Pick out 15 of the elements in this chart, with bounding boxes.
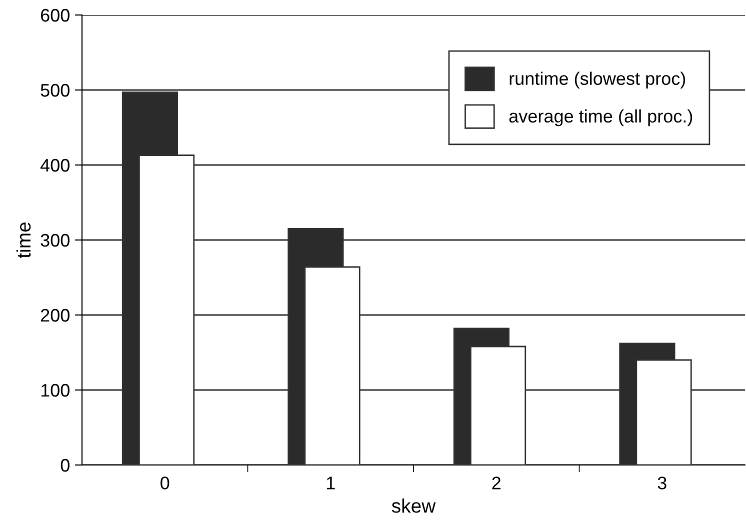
y-tick-label: 100 [41, 384, 70, 397]
y-tick-label: 0 [60, 458, 70, 472]
x-tick-label: 3 [658, 476, 666, 490]
y-tick-label: 500 [40, 84, 70, 97]
x-tick-label: 1 [326, 476, 335, 490]
y-tick-label: 300 [40, 234, 70, 247]
y-tick-label: 400 [40, 158, 70, 172]
y-tick-label: 600 [40, 8, 70, 22]
y-tick-label: 200 [40, 308, 70, 322]
y-axis-title: time [16, 222, 31, 258]
x-tick-label: 0 [160, 476, 170, 490]
x-tick-label: 2 [492, 476, 500, 490]
legend-label: average time (all proc.) [509, 109, 692, 126]
x-axis-title: skew [392, 498, 436, 513]
legend-label: runtime (slowest proc) [510, 72, 686, 89]
